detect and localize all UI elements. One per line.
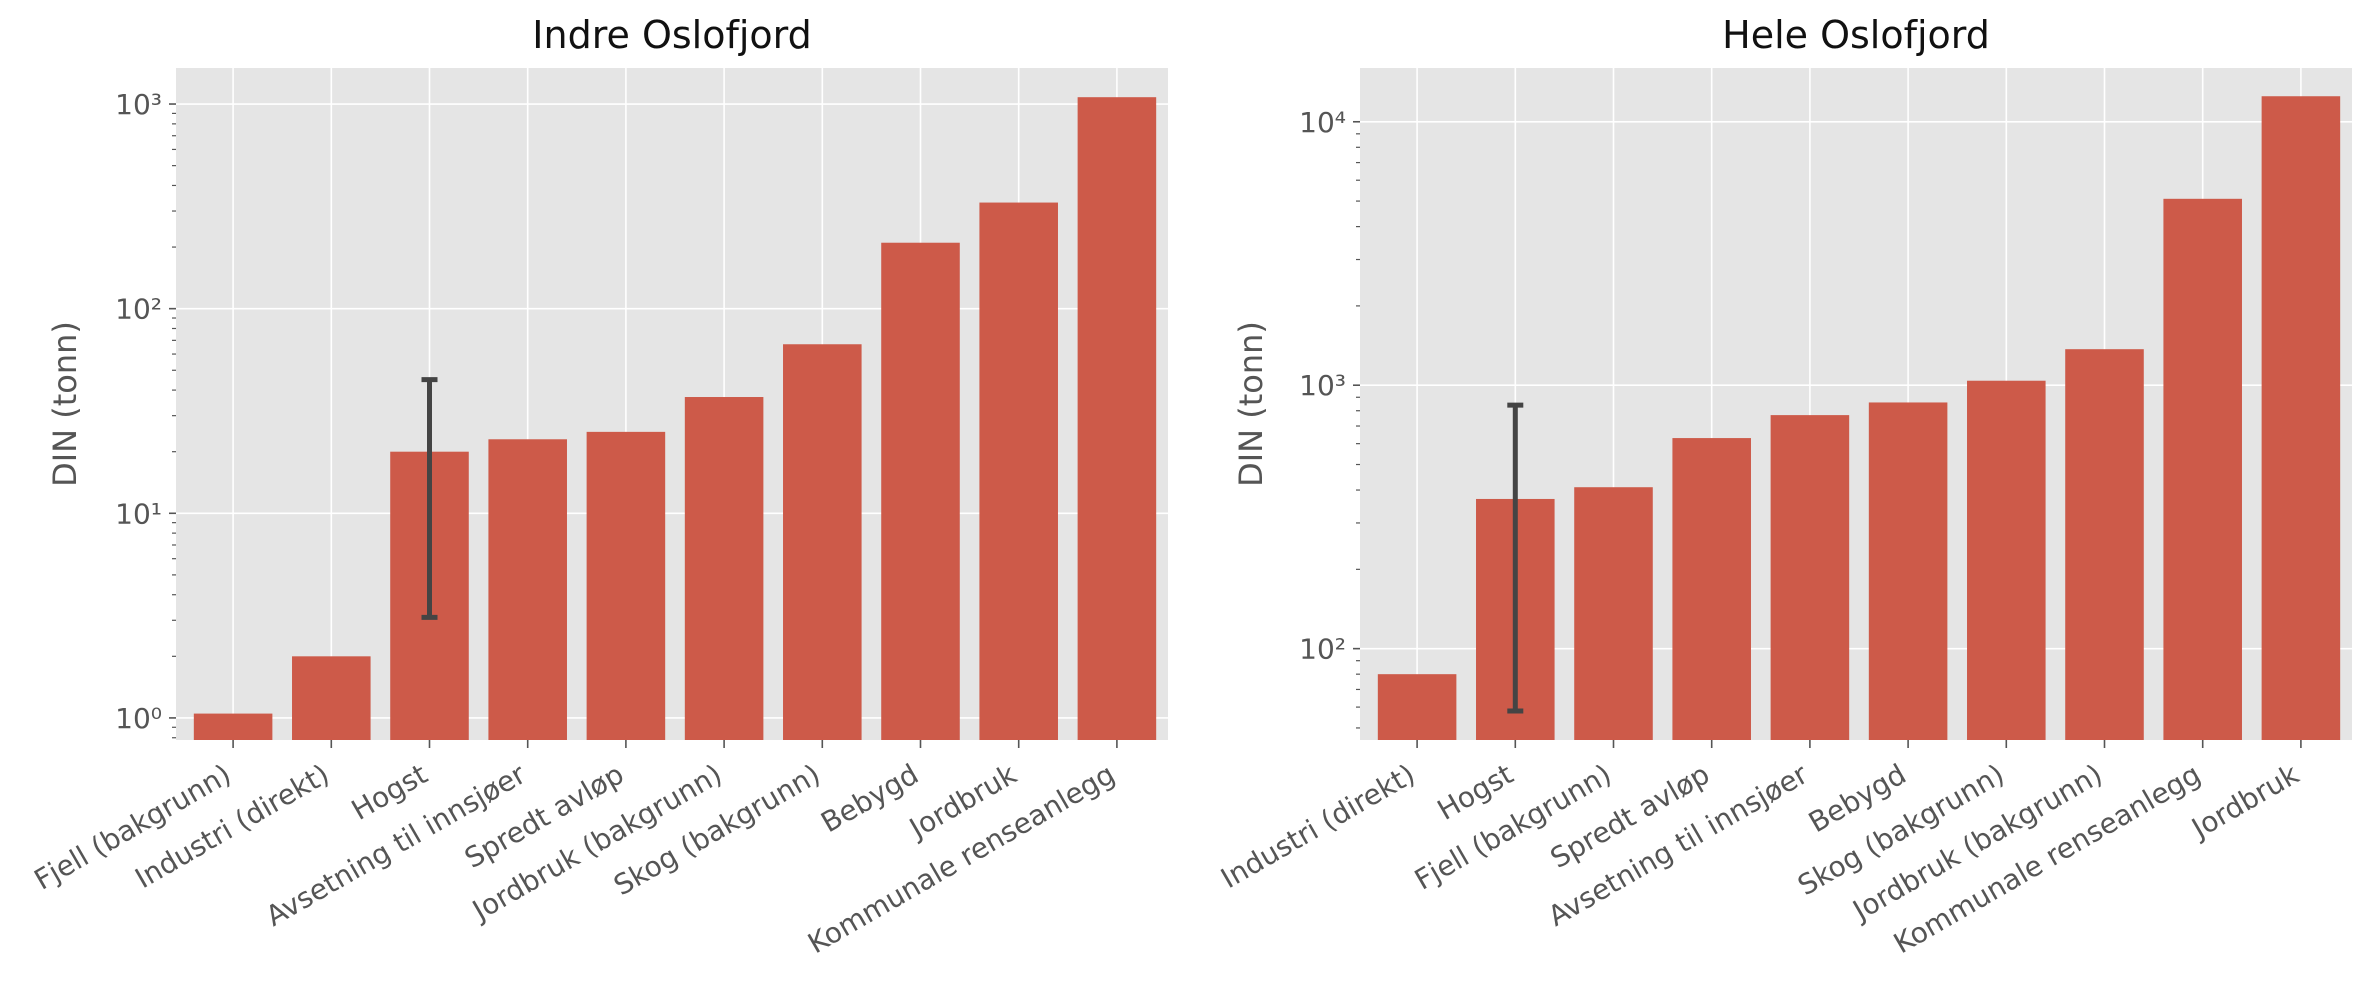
- bar: [979, 202, 1058, 740]
- bar: [1377, 674, 1457, 740]
- bar: [292, 656, 371, 740]
- bar: [1574, 487, 1653, 740]
- bar: [1868, 402, 1948, 740]
- chart-title: Hele Oslofjord: [1722, 13, 1990, 57]
- chart-title: Indre Oslofjord: [532, 13, 811, 57]
- bar: [783, 344, 862, 740]
- x-tick-label: Bebygd: [815, 757, 924, 839]
- y-tick-label: 10³: [1299, 369, 1346, 402]
- bar: [193, 713, 273, 740]
- bar: [684, 397, 764, 740]
- bar: [2163, 198, 2242, 740]
- x-tick-label: Jordbruk: [2184, 757, 2305, 846]
- bar: [586, 431, 666, 740]
- y-tick-label: 10²: [1299, 633, 1346, 666]
- y-axis-label: DIN (tonn): [1232, 321, 1270, 487]
- y-tick-label: 10³: [115, 88, 162, 121]
- bar: [1967, 380, 2046, 740]
- y-tick-label: 10⁰: [115, 702, 162, 735]
- bar: [1672, 438, 1751, 740]
- y-axis-label: DIN (tonn): [46, 321, 84, 487]
- bar: [2261, 96, 2341, 741]
- bar: [1770, 415, 1850, 740]
- y-tick-label: 10¹: [115, 497, 162, 530]
- y-tick-label: 10²: [115, 293, 162, 326]
- bar: [488, 439, 567, 740]
- bar: [1077, 97, 1157, 741]
- bar: [881, 242, 960, 740]
- x-tick-label: Industri (direkt): [1215, 757, 1420, 895]
- y-tick-label: 10⁴: [1299, 106, 1346, 139]
- bar: [2065, 349, 2144, 740]
